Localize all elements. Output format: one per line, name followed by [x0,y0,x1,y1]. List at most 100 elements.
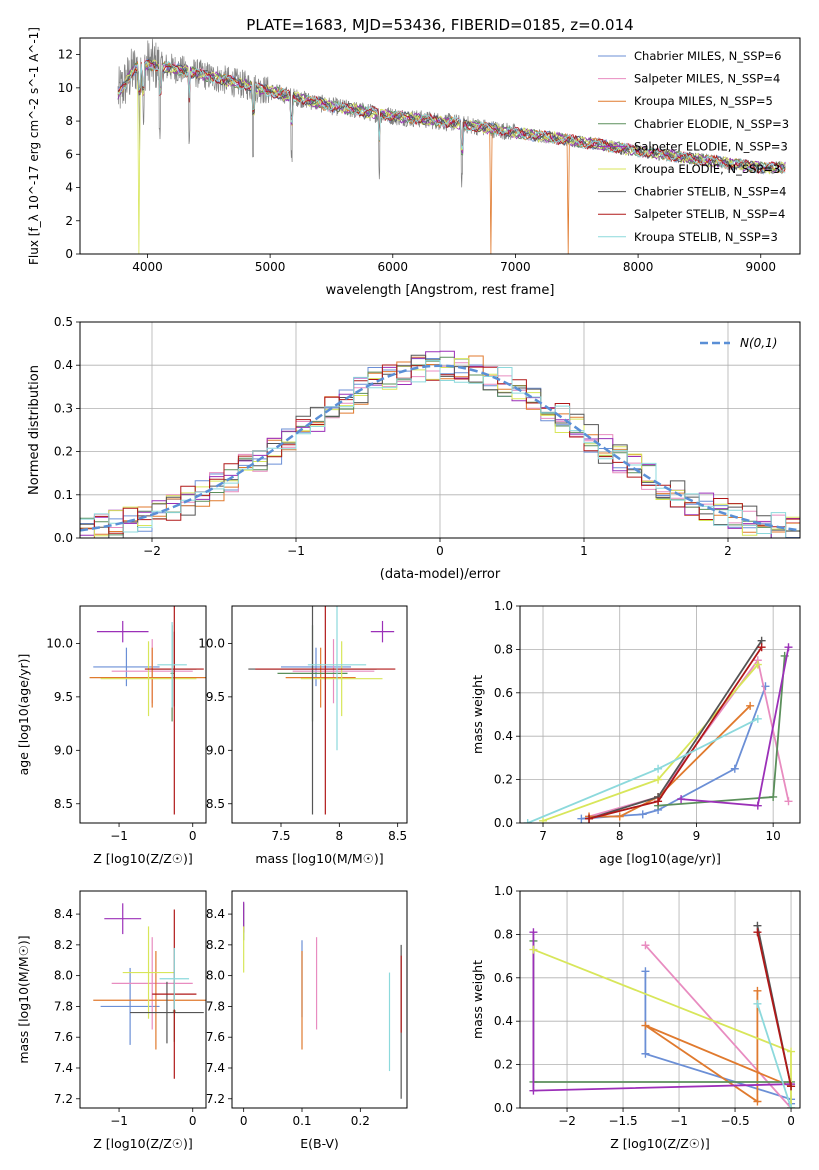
x-tick-label: 8 [616,829,624,843]
error-bar-point [144,606,204,815]
x-tick-label: −0.5 [720,1114,749,1128]
x-tick-label: 8.5 [388,829,407,843]
x-tick-label: −2 [558,1114,576,1128]
y-tick-label: 1.0 [494,599,513,613]
legend-entry: Kroupa MILES, N_SSP=5 [634,94,773,108]
plot-area [89,606,206,815]
x-tick-label: 0.1 [292,1114,311,1128]
x-tick-label: −1 [110,829,128,843]
plot-area [93,903,206,1079]
series-line [658,655,786,807]
x-tick-label: 10 [766,829,781,843]
legend-entry: Salpeter MILES, N_SSP=4 [634,72,780,86]
panel-mass_weight_vs_Z: −2 −1.5 −1 −0.5 0 0.0 0.2 0.4 0.6 0.8 1.0 Z [log10(… [470,884,801,1151]
x-axis-label: wavelength [Angstrom, rest frame] [326,283,555,298]
series-marker [529,928,538,937]
x-tick-label: 2 [724,544,732,558]
axes-frame [231,605,408,824]
x-tick-label: 0 [189,829,197,843]
error-bar-point [100,967,160,1045]
mass-weight-series [529,936,796,1086]
panel-spectrum: 4000 5000 6000 7000 8000 9000 0 2 4 6 8 10 12 wavelen… [27,27,801,298]
axes-frame [231,890,408,1109]
y-tick-label: 7.2 [206,1092,225,1106]
error-bar-point [292,639,375,704]
y-tick-label: 0.0 [494,816,513,830]
error-bar-point [93,647,160,687]
y-tick-label: 7.4 [206,1061,225,1075]
series-line [756,932,792,1087]
series-line [532,932,792,1092]
spectrum-model-line [117,62,786,173]
axes-frame [79,321,801,539]
plot-area [520,891,800,1108]
series-marker [746,701,755,710]
y-tick-label: 1.0 [494,884,513,898]
error-bar-point [159,947,190,1010]
error-bar-point [93,951,206,1050]
x-tick-label: 7000 [500,260,531,274]
figure-title: PLATE=1683, MJD=53436, FIBERID=0185, z=0… [246,16,633,34]
x-tick-label: 0 [787,1114,795,1128]
series-marker [757,643,766,652]
error-bar-point [157,622,187,708]
normal-curve [80,364,800,532]
mass-weight-series [529,928,796,1095]
y-axis-label: Flux [f_λ 10^-17 erg cm^-2 s^-1 A^-1] [27,27,41,265]
series-marker [769,792,778,801]
y-tick-label: 7.4 [54,1061,73,1075]
legend: N(0,1) [700,336,777,350]
panel-age_vs_Z: −1 0 8.5 9.0 9.5 10.0 Z [log10(Z/Z☉)] age [log1… [16,605,207,866]
series-marker [753,999,762,1008]
series-marker [641,1049,650,1058]
error-bar-point [96,620,149,643]
axes-frame [519,605,801,824]
plot-area [520,606,800,823]
error-bar-point [300,641,383,717]
y-tick-label: 0.2 [494,1058,513,1072]
y-tick-label: 10.0 [198,636,225,650]
y-tick-label: 0.2 [494,773,513,787]
x-axis-label: Z [log10(Z/Z☉)] [93,1136,193,1151]
mass-weight-series [577,682,770,823]
y-tick-label: 0.0 [494,1101,513,1115]
y-tick-label: 6 [65,147,73,161]
series-line [527,717,759,823]
error-bar-point [281,647,351,687]
error-bar-point [111,937,193,1030]
x-tick-label: 4000 [132,260,163,274]
y-tick-label: 0.8 [494,927,513,941]
legend-entry: Chabrier ELODIE, N_SSP=3 [634,117,789,131]
series-line [644,990,792,1104]
x-tick-label: 8000 [623,260,654,274]
series-marker [523,819,532,823]
y-tick-label: 12 [58,48,73,62]
x-tick-label: 5000 [255,260,286,274]
legend-entry: N(0,1) [740,336,777,350]
series-marker [641,1021,650,1030]
y-tick-label: 7.8 [206,999,225,1013]
y-tick-label: 8.0 [54,969,73,983]
x-axis-label: E(B-V) [300,1136,339,1151]
y-tick-label: 9.0 [54,743,73,757]
x-tick-label: 6000 [378,260,409,274]
y-tick-label: 2 [65,214,73,228]
panel-mass_vs_EBV: 0 0.1 0.2 7.2 7.4 7.6 7.8 8.0 8.2 8.4 E(B-V) [206,890,408,1151]
panel-age_vs_mass: 7.5 8 8.5 8.5 9.0 9.5 10.0 mass [log10(M/M☉)] [198,605,408,866]
y-tick-label: 0.4 [54,358,73,372]
error-bar-point [285,647,356,708]
series-marker [638,810,647,819]
y-tick-label: 9.0 [206,743,225,757]
series-marker [654,775,663,784]
plot-area [117,38,786,254]
y-tick-label: 10 [58,81,73,95]
y-tick-label: 7.2 [54,1092,73,1106]
legend-entry: Salpeter ELODIE, N_SSP=3 [634,139,788,153]
x-tick-label: 9 [693,829,701,843]
x-axis-label: mass [log10(M/M☉)] [255,851,383,866]
series-marker [654,764,663,773]
x-axis-label: Z [log10(Z/Z☉)] [610,1136,710,1151]
y-tick-label: 8.5 [206,797,225,811]
y-tick-label: 0.5 [54,315,73,329]
plot-area [80,322,800,538]
